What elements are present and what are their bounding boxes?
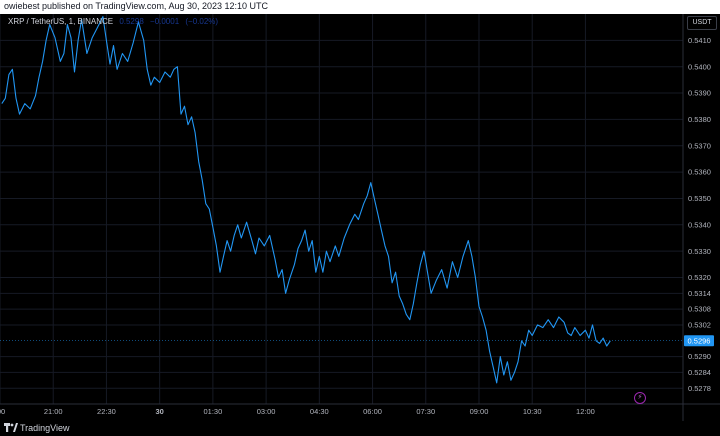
y-tick-label: 0.5290 <box>688 352 711 361</box>
legend-change-pct: (−0.02%) <box>185 17 219 26</box>
y-tick-label: 0.5340 <box>688 220 711 229</box>
y-tick-label: 0.5370 <box>688 141 711 150</box>
symbol-legend[interactable]: XRP / TetherUS, 1, BINANCE 0.5298 −0.000… <box>8 17 218 26</box>
time-axis[interactable]: :00 21:00 22:30 30 01:30 03:00 04:30 06:00 07:30… <box>0 407 595 416</box>
lightning-icon[interactable]: ⚡ <box>634 392 646 404</box>
y-tick-label: 0.5380 <box>688 115 711 124</box>
current-price-tag-bg <box>684 335 714 347</box>
price-axis[interactable]: 0.5410 0.5400 0.5390 0.5380 0.5370 0.5360 0.53… <box>688 36 711 393</box>
y-tick-label: 0.5320 <box>688 273 711 282</box>
x-tick-label: 12:00 <box>576 407 595 416</box>
tradingview-logo-icon <box>4 423 18 432</box>
grid-lines <box>0 14 683 404</box>
x-tick-label: 22:30 <box>97 407 116 416</box>
price-chart[interactable]: 0.5410 0.5400 0.5390 0.5380 0.5370 0.5360 0.53… <box>0 14 720 421</box>
symbol-title: XRP / TetherUS, 1, BINANCE <box>8 17 114 26</box>
x-tick-label: 01:30 <box>203 407 222 416</box>
x-tick-label: 07:30 <box>416 407 435 416</box>
x-tick-label: :00 <box>0 407 5 416</box>
y-tick-label: 0.5314 <box>688 289 711 298</box>
y-tick-label: 0.5284 <box>688 368 711 377</box>
y-tick-label: 0.5350 <box>688 194 711 203</box>
legend-change-value: −0.0001 <box>150 17 180 26</box>
x-tick-label: 30 <box>155 407 163 416</box>
x-tick-label: 03:00 <box>257 407 276 416</box>
y-tick-label: 0.5278 <box>688 384 711 393</box>
legend-open-value: 0.5298 <box>119 17 144 26</box>
x-tick-label: 09:00 <box>470 407 489 416</box>
current-price-tag: 0.5296 <box>684 335 714 347</box>
price-series-line <box>1 16 611 384</box>
tradingview-brand: TradingView <box>20 423 70 433</box>
y-tick-label: 0.5330 <box>688 247 711 256</box>
y-tick-label: 0.5308 <box>688 305 711 314</box>
y-tick-label: 0.5302 <box>688 321 711 330</box>
published-text: owiebest published on TradingView.com, A… <box>4 1 269 11</box>
y-tick-label: 0.5410 <box>688 36 711 45</box>
x-tick-label: 04:30 <box>310 407 329 416</box>
x-tick-label: 06:00 <box>363 407 382 416</box>
publish-header: owiebest published on TradingView.com, A… <box>0 0 720 14</box>
y-tick-label: 0.5390 <box>688 89 711 98</box>
currency-label[interactable]: USDT <box>687 16 717 30</box>
x-tick-label: 21:00 <box>44 407 63 416</box>
y-tick-label: 0.5360 <box>688 168 711 177</box>
current-price-tag-label: 0.5296 <box>688 336 711 345</box>
x-tick-label: 10:30 <box>523 407 542 416</box>
footer-bar: TradingView <box>0 421 720 436</box>
y-tick-label: 0.5400 <box>688 62 711 71</box>
